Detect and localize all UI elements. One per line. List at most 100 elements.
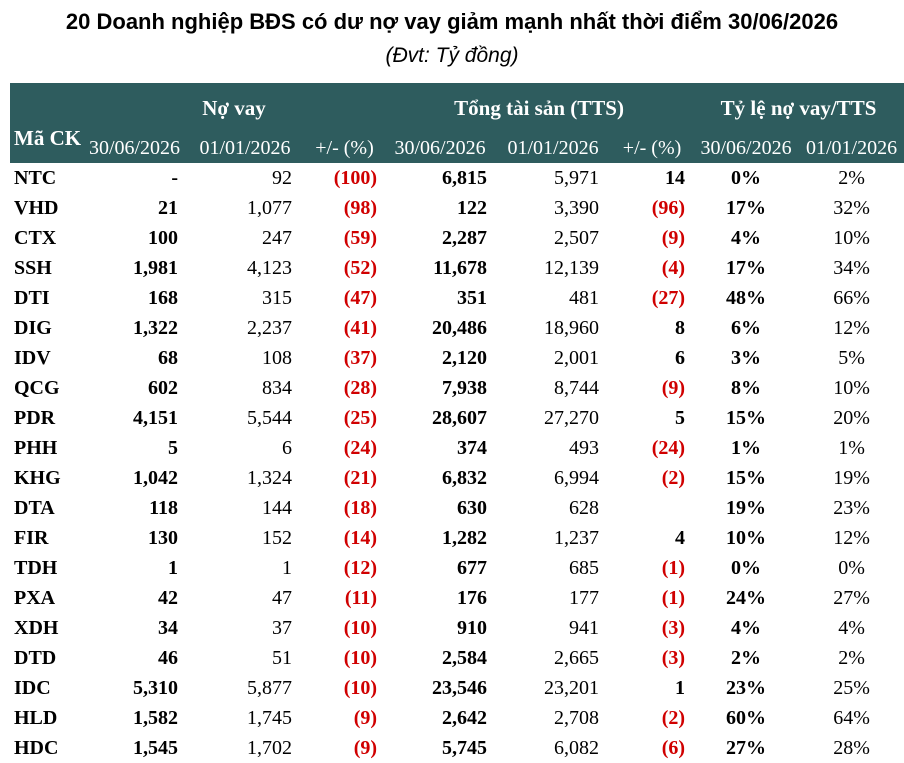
- cell-debt-old: 834: [262, 376, 292, 399]
- cell-debt-old: 4,123: [247, 256, 292, 279]
- cell-assets-new: 23,546: [432, 676, 488, 699]
- cell-code: CTX: [14, 226, 57, 249]
- cell-code: HDC: [14, 736, 59, 759]
- cell-ratio-new: 2%: [731, 646, 762, 669]
- cell-debt-change: (10): [343, 616, 378, 639]
- cell-assets-old: 8,744: [554, 376, 600, 399]
- cell-debt-old: 1,745: [247, 706, 292, 729]
- cell-debt-new: 602: [148, 376, 178, 399]
- cell-debt-change: (21): [343, 466, 378, 489]
- cell-assets-old: 2,708: [554, 706, 600, 729]
- cell-assets-change: (1): [661, 586, 686, 609]
- cell-ratio-new: 3%: [731, 346, 762, 369]
- cell-debt-new: 118: [149, 496, 178, 519]
- column-header-debt-new: 30/06/2026: [83, 133, 186, 163]
- cell-ratio-new: 15%: [726, 466, 767, 489]
- cell-assets-new: 910: [457, 616, 488, 639]
- cell-debt-old: 5,544: [247, 406, 292, 429]
- cell-assets-old: 941: [569, 616, 600, 639]
- cell-assets-old: 12,139: [544, 256, 600, 279]
- cell-debt-change: (10): [343, 676, 378, 699]
- table-row: QCG 602 834 (28) 7,938 8,744 (9) 8% 10%: [10, 373, 904, 403]
- cell-assets-new: 11,678: [433, 256, 488, 279]
- cell-debt-old: 1,077: [247, 196, 292, 219]
- column-group-ratio: Tỷ lệ nợ vay/TTS: [693, 83, 904, 133]
- cell-debt-change: (47): [343, 286, 378, 309]
- cell-ratio-old: 12%: [833, 526, 870, 549]
- cell-debt-change: (28): [343, 376, 378, 399]
- cell-debt-old: 51: [272, 646, 292, 669]
- unit-subtitle: (Đvt: Tỷ đồng): [385, 44, 519, 67]
- cell-assets-change: [611, 493, 693, 523]
- table-row: PXA 42 47 (11) 176 177 (1) 24% 27%: [10, 583, 904, 613]
- cell-assets-old: 18,960: [544, 316, 600, 339]
- cell-debt-new: 5,310: [133, 676, 178, 699]
- cell-assets-change: (6): [661, 736, 686, 759]
- cell-debt-change: (12): [343, 556, 378, 579]
- column-header-debt-change: +/- (%): [304, 133, 386, 163]
- cell-code: KHG: [14, 466, 61, 489]
- cell-assets-new: 2,584: [442, 646, 488, 669]
- cell-ratio-old: 32%: [833, 196, 870, 219]
- cell-debt-change: (100): [333, 166, 378, 189]
- cell-assets-new: 28,607: [432, 406, 488, 429]
- cell-assets-new: 630: [457, 496, 488, 519]
- cell-assets-new: 677: [457, 556, 488, 579]
- cell-code: IDV: [14, 346, 51, 369]
- cell-assets-old: 3,390: [554, 196, 600, 219]
- cell-assets-change: (3): [661, 616, 686, 639]
- cell-ratio-new: 4%: [731, 616, 762, 639]
- column-group-debt: Nợ vay: [83, 83, 386, 133]
- cell-assets-change: 14: [665, 166, 686, 189]
- cell-assets-change: (1): [661, 556, 686, 579]
- cell-assets-change: (9): [661, 376, 686, 399]
- cell-assets-new: 2,287: [442, 226, 488, 249]
- cell-debt-new: 168: [148, 286, 178, 309]
- cell-debt-old: 1,702: [247, 736, 292, 759]
- cell-ratio-old: 2%: [838, 646, 865, 669]
- cell-assets-change: (2): [661, 466, 686, 489]
- cell-debt-new: 100: [148, 226, 178, 249]
- cell-code: DTI: [14, 286, 50, 309]
- cell-debt-new: 1: [168, 556, 178, 579]
- cell-assets-new: 122: [457, 196, 488, 219]
- cell-assets-new: 5,745: [442, 736, 488, 759]
- cell-assets-old: 2,665: [554, 646, 600, 669]
- cell-code: PHH: [14, 436, 58, 459]
- table-row: IDV 68 108 (37) 2,120 2,001 6 3% 5%: [10, 343, 904, 373]
- table-row: FIR 130 152 (14) 1,282 1,237 4 10% 12%: [10, 523, 904, 553]
- cell-assets-change: (96): [651, 196, 686, 219]
- cell-code: IDC: [14, 676, 51, 699]
- cell-ratio-new: 0%: [731, 556, 762, 579]
- cell-assets-old: 628: [569, 496, 600, 519]
- table-row: HLD 1,582 1,745 (9) 2,642 2,708 (2) 60% 64%: [10, 703, 904, 733]
- cell-assets-old: 6,082: [554, 736, 600, 759]
- cell-assets-change: (4): [661, 256, 686, 279]
- cell-debt-new: 4,151: [133, 406, 178, 429]
- column-header-assets-change: +/- (%): [611, 133, 694, 163]
- cell-ratio-old: 10%: [833, 226, 870, 249]
- column-header-ratio-old: 01/01/2026: [799, 133, 904, 163]
- table-row: KHG 1,042 1,324 (21) 6,832 6,994 (2) 15% 19%: [10, 463, 904, 493]
- table-row: HDC 1,545 1,702 (9) 5,745 6,082 (6) 27% 28%: [10, 733, 904, 763]
- cell-code: VHD: [14, 196, 59, 219]
- table-row: CTX 100 247 (59) 2,287 2,507 (9) 4% 10%: [10, 223, 904, 253]
- cell-assets-change: (2): [661, 706, 686, 729]
- cell-assets-old: 2,001: [554, 346, 600, 369]
- cell-ratio-new: 4%: [731, 226, 762, 249]
- cell-ratio-new: 17%: [726, 196, 767, 219]
- cell-ratio-old: 0%: [838, 556, 865, 579]
- cell-ratio-old: 66%: [833, 286, 870, 309]
- cell-debt-change: (10): [343, 646, 378, 669]
- cell-debt-change: (9): [353, 706, 378, 729]
- cell-debt-old: 37: [272, 616, 292, 639]
- cell-ratio-new: 24%: [726, 586, 767, 609]
- cell-ratio-old: 19%: [833, 466, 870, 489]
- cell-debt-old: 1,324: [247, 466, 292, 489]
- cell-debt-old: 144: [262, 496, 292, 519]
- cell-debt-change: (52): [343, 256, 378, 279]
- cell-debt-new: 46: [158, 646, 178, 669]
- cell-debt-new: 68: [158, 346, 178, 369]
- header-row-dates: 30/06/2026 01/01/2026 +/- (%) 30/06/2026…: [10, 133, 904, 163]
- table-body: NTC -92 (100) 6,815 5,971 14 0% 2% VHD 21 1,077 (98…: [10, 163, 904, 763]
